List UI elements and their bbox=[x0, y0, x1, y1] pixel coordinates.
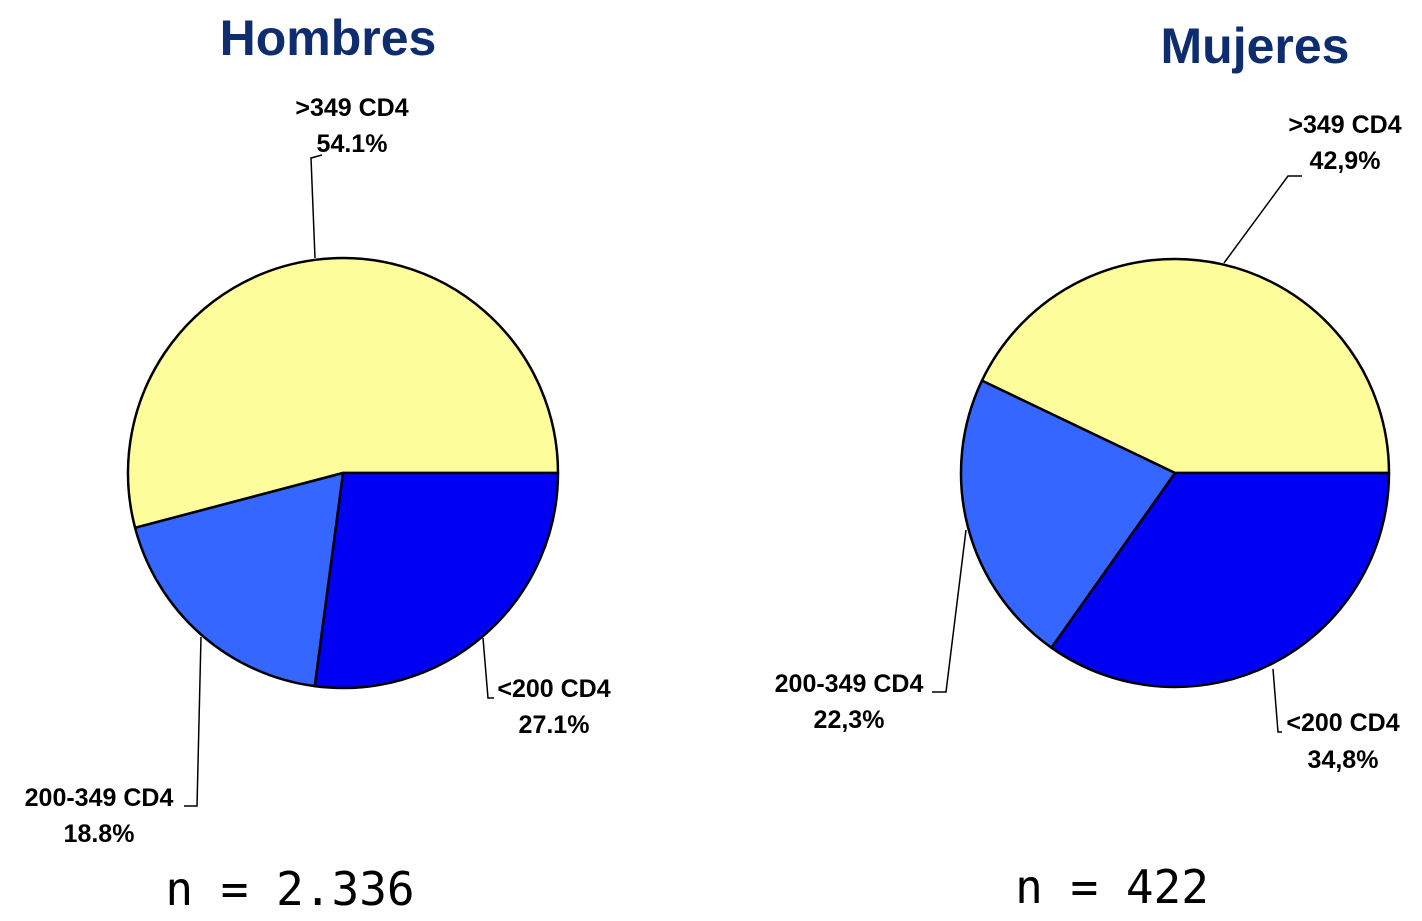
pie-slice-mujeres-lt200 bbox=[1050, 471, 1391, 689]
label-hombres-lt200: <200 CD4 bbox=[497, 675, 610, 703]
label-mujeres-200349: 200-349 CD4 bbox=[775, 670, 924, 698]
leader-hombres-gt349 bbox=[310, 154, 323, 259]
leader-lines bbox=[184, 154, 1302, 807]
sample-size-mujeres: n = 422 bbox=[1015, 860, 1209, 914]
pie-slice-hombres-lt200 bbox=[313, 471, 560, 690]
value-mujeres-gt349: 42,9% bbox=[1310, 147, 1381, 175]
label-mujeres-gt349: >349 CD4 bbox=[1288, 111, 1401, 139]
leader-mujeres-200349 bbox=[932, 529, 967, 693]
value-hombres-200349: 18.8% bbox=[64, 820, 135, 848]
chart-title-mujeres: Mujeres bbox=[1161, 18, 1350, 74]
value-mujeres-200349: 22,3% bbox=[814, 706, 885, 734]
sample-size-hombres: n = 2.336 bbox=[165, 862, 414, 916]
chart-title-hombres: Hombres bbox=[220, 10, 437, 66]
value-mujeres-lt200: 34,8% bbox=[1308, 746, 1379, 774]
value-hombres-gt349: 54.1% bbox=[317, 130, 388, 158]
leader-mujeres-lt200 bbox=[1272, 668, 1282, 733]
pie-slice-hombres-200349 bbox=[133, 471, 345, 688]
label-hombres-200349: 200-349 CD4 bbox=[25, 784, 174, 812]
pie-slice-hombres-gt349 bbox=[126, 256, 560, 530]
value-hombres-lt200: 27.1% bbox=[519, 711, 590, 739]
leader-mujeres-gt349 bbox=[1223, 175, 1302, 264]
label-mujeres-lt200: <200 CD4 bbox=[1286, 709, 1399, 737]
pie-hombres bbox=[126, 256, 560, 690]
leader-hombres-200349 bbox=[184, 636, 202, 807]
leader-hombres-lt200 bbox=[482, 637, 494, 699]
label-hombres-gt349: >349 CD4 bbox=[295, 94, 408, 122]
pie-slice-mujeres-gt349 bbox=[980, 257, 1391, 475]
pie-slice-mujeres-200349 bbox=[959, 379, 1177, 649]
pie-mujeres bbox=[959, 257, 1391, 689]
